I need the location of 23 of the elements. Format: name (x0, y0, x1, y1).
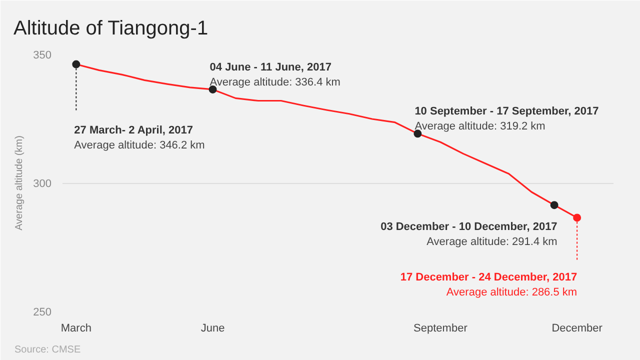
point (550, 201, 558, 210)
point (573, 214, 582, 222)
x-tick-label: March (60, 322, 92, 334)
annotation: 17 December - 24 December, 2017 (400, 272, 578, 284)
annotation: 04 June - 11 June, 2017 (210, 61, 332, 74)
x-tick-label: December (552, 322, 603, 334)
annotation: Average altitude: 319.2 km (414, 120, 546, 133)
annotation: Average altitude: 286.5 km (446, 286, 578, 299)
y-axis-title: Average altitude (km) (14, 136, 26, 230)
point (72, 60, 80, 68)
source-note: Source: CMSE (14, 344, 81, 356)
x-tick-label: September (414, 322, 468, 334)
y-tick-label: 250 (33, 306, 52, 318)
annotation: Average altitude: 346.2 km (74, 139, 205, 152)
x-tick-label: June (200, 322, 225, 334)
annotation: 03 December - 10 December, 2017 (380, 221, 558, 234)
annotation: 10 September - 17 September, 2017 (414, 106, 599, 118)
y-tick-label: 350 (33, 50, 52, 62)
annotation: Average altitude: 291.4 km (426, 236, 558, 248)
annotation: 27 March- 2 April, 2017 (74, 124, 193, 136)
y-tick-label: 300 (33, 178, 52, 190)
chart-title: Altitude of Tiangong-1 (14, 18, 208, 40)
annotation: Average altitude: 336.4 km (210, 76, 340, 88)
